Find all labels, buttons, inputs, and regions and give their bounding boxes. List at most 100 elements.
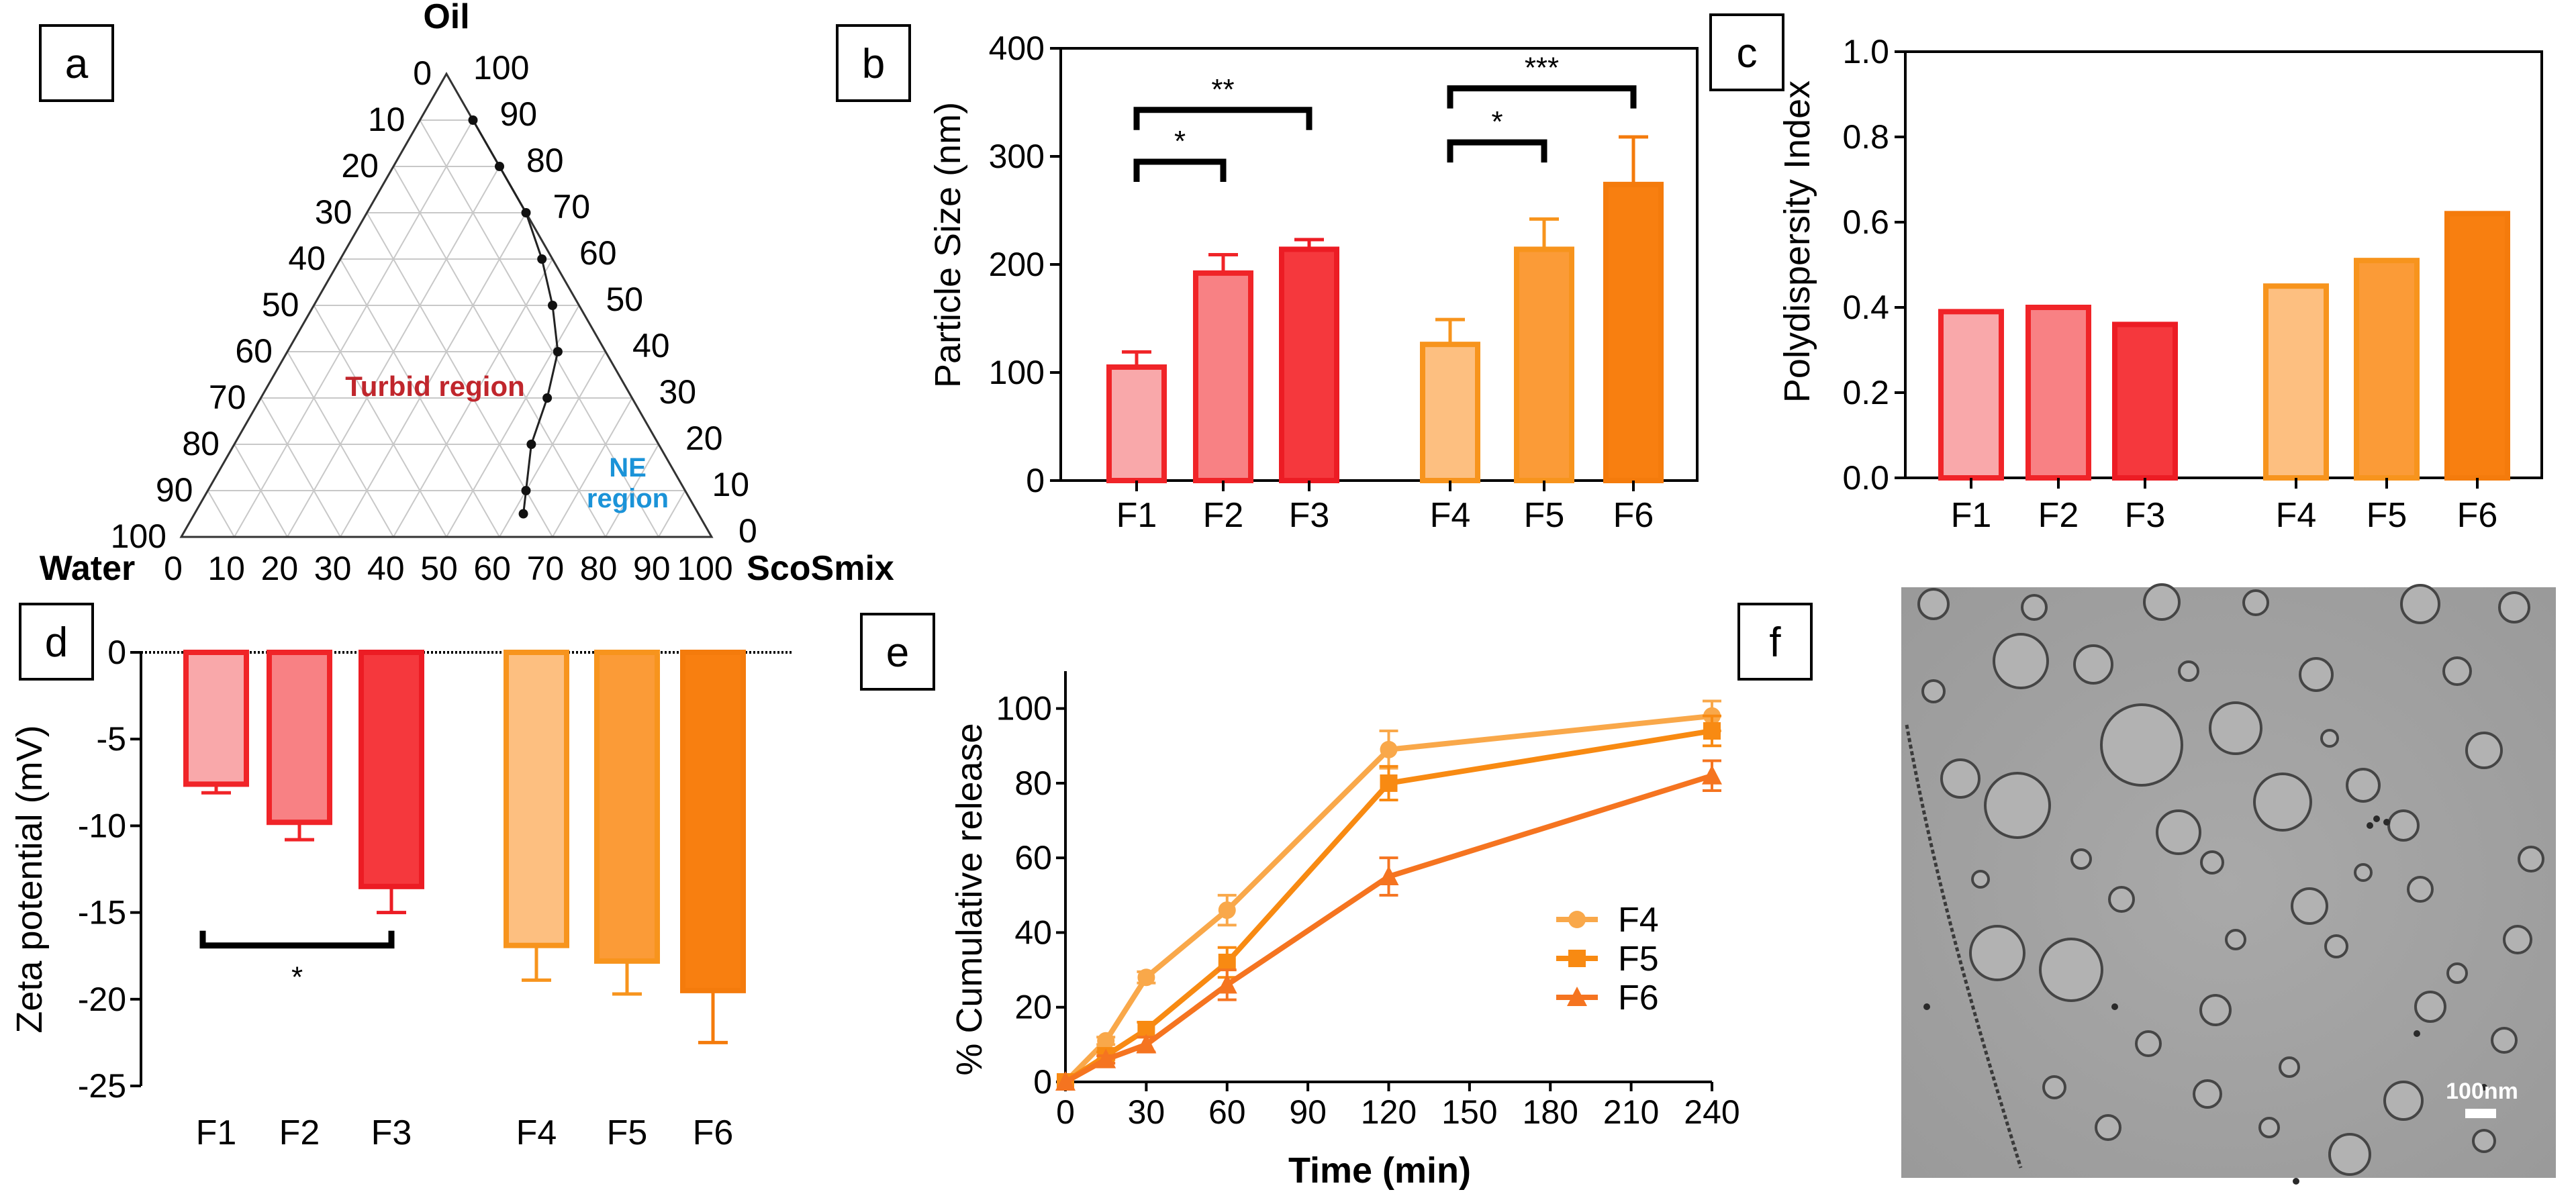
- series-point-F6: [1702, 764, 1722, 785]
- tem-speck: [2373, 815, 2380, 822]
- tem-droplet: [2156, 809, 2201, 855]
- category-label-F2: F2: [1203, 496, 1244, 535]
- tem-droplet: [2354, 863, 2373, 882]
- significance-bracket: [1133, 158, 1227, 183]
- legend-marker-F6: [1567, 987, 1587, 1006]
- ternary-boundary-point: [495, 162, 504, 171]
- bar-F5: [1514, 246, 1574, 483]
- series-point-F6: [1378, 866, 1399, 885]
- bar-F1: [1106, 364, 1167, 484]
- bar-F4: [2263, 283, 2329, 481]
- significance-label: *: [291, 961, 303, 994]
- tem-droplet: [2414, 991, 2446, 1023]
- panel-c-ytick-label: 0.8: [1842, 118, 1889, 156]
- panel-d-ytick-label: -5: [97, 720, 126, 758]
- tem-droplet: [2039, 938, 2103, 1002]
- panel-c-ytick-label: 0.6: [1842, 203, 1889, 241]
- tem-speck: [1923, 1003, 1930, 1010]
- ne-region-label-line: NE: [609, 453, 647, 483]
- significance-label: *: [1491, 105, 1502, 138]
- tem-droplet: [2258, 1117, 2280, 1138]
- series-point-F4: [1137, 968, 1155, 987]
- tem-droplet: [2143, 583, 2181, 621]
- ternary-left-tick-label: 90: [156, 471, 193, 509]
- ternary-gridline: [234, 119, 474, 538]
- ternary-right-tick-label: 20: [685, 419, 723, 457]
- category-label-F6: F6: [1613, 496, 1654, 535]
- tem-droplet: [2383, 1081, 2424, 1121]
- tem-droplet: [1993, 633, 2049, 689]
- series-line-F6: [1064, 773, 1713, 1085]
- panel-e-ytick-label: 60: [1014, 839, 1052, 877]
- tem-droplet: [2253, 773, 2312, 832]
- ternary-gridline: [419, 119, 659, 538]
- panel-e-xtick-label: 120: [1361, 1093, 1417, 1131]
- tem-droplet: [2193, 1079, 2222, 1109]
- significance-label: **: [1211, 73, 1234, 106]
- tem-droplet: [1921, 679, 1946, 703]
- ternary-left-tick-label: 10: [368, 101, 406, 138]
- tem-droplet: [2021, 594, 2048, 621]
- tem-droplet: [2242, 589, 2269, 616]
- ternary-boundary-point: [542, 393, 553, 403]
- legend-label-F5: F5: [1618, 940, 1659, 979]
- panel-label-a: a: [39, 24, 114, 102]
- ternary-bottom-ticks: 0 10 20 30 40 50 60 70 80 90 100: [164, 550, 733, 587]
- ternary-right-tick-label: 0: [738, 512, 757, 550]
- panel-b-ytick-label: 300: [989, 138, 1045, 175]
- bar-F3: [1279, 246, 1339, 483]
- tem-droplet: [2279, 1056, 2300, 1078]
- category-label-F6: F6: [693, 1113, 734, 1152]
- panel-d-ytick-label: -20: [78, 981, 126, 1018]
- ternary-left-tick-label: 30: [315, 193, 352, 231]
- panel-e-ytick-label: 100: [996, 690, 1052, 728]
- ternary-left-tick-label: 0: [413, 54, 432, 92]
- panel-e-ytick-label: 20: [1014, 989, 1052, 1026]
- category-label-F4: F4: [2276, 496, 2317, 535]
- panel-label-f: f: [1737, 603, 1813, 681]
- ternary-gridline: [499, 351, 606, 538]
- ternary-bottom-tick-label: 40: [367, 550, 405, 587]
- legend-label-F6: F6: [1618, 979, 1659, 1017]
- ternary-left-ticks: 010 20 30 40 50 60 70 80 90 100: [111, 54, 432, 555]
- polydispersity-chart: Polydispersity Index 0.0 0.2 0.4 0.6 0.8 1.0 F…: [1777, 33, 2543, 535]
- ternary-right-tick-label: 60: [579, 234, 617, 272]
- ternary-corner-scosmix: ScoSmix: [747, 549, 894, 588]
- category-label-F2: F2: [279, 1113, 320, 1152]
- turbid-region-label: Turbid region: [345, 370, 525, 402]
- panel-b-ytick-label: 0: [1026, 462, 1045, 499]
- panel-label-c: c: [1709, 13, 1784, 91]
- legend-marker-F5: [1568, 950, 1586, 967]
- ternary-left-tick-label: 100: [111, 517, 166, 555]
- category-label-F1: F1: [1951, 496, 1992, 535]
- ternary-bottom-tick-label: 20: [261, 550, 299, 587]
- tem-droplet: [2095, 1114, 2121, 1141]
- bar-F2: [1193, 270, 1253, 483]
- ternary-left-tick-label: 60: [235, 332, 273, 370]
- panel-e-ytick-label: 0: [1033, 1063, 1052, 1101]
- tem-droplet: [2498, 591, 2530, 624]
- panel-b-ytick-label: 200: [989, 246, 1045, 283]
- significance-bracket: [1447, 139, 1547, 163]
- panel-e-ytick-label: 80: [1014, 764, 1052, 802]
- bar-F4: [1420, 342, 1480, 484]
- panel-e-xtick-label: 240: [1684, 1093, 1739, 1131]
- ternary-boundary-point: [553, 347, 563, 356]
- tem-scale-label: 100nm: [2446, 1079, 2518, 1104]
- bar-F6: [1603, 181, 1664, 483]
- ternary-gridline: [313, 305, 447, 538]
- panel-label-b: b: [836, 24, 911, 102]
- panel-c-frame: [1904, 50, 2543, 479]
- legend-marker-F4: [1568, 911, 1586, 928]
- ternary-boundary-point: [521, 208, 531, 217]
- ternary-right-tick-label: 90: [500, 95, 538, 133]
- ternary-right-tick-label: 40: [632, 327, 670, 364]
- ternary-gridline: [340, 212, 527, 538]
- category-label-F5: F5: [1524, 496, 1565, 535]
- ternary-corner-water: Water: [40, 549, 136, 588]
- ternary-gridline: [287, 351, 394, 538]
- significance-bracket: [1447, 85, 1637, 109]
- panel-e-ytick-label: 40: [1014, 913, 1052, 951]
- bar-F5: [2354, 258, 2420, 481]
- panel-e-xlabel: Time (min): [1288, 1150, 1471, 1191]
